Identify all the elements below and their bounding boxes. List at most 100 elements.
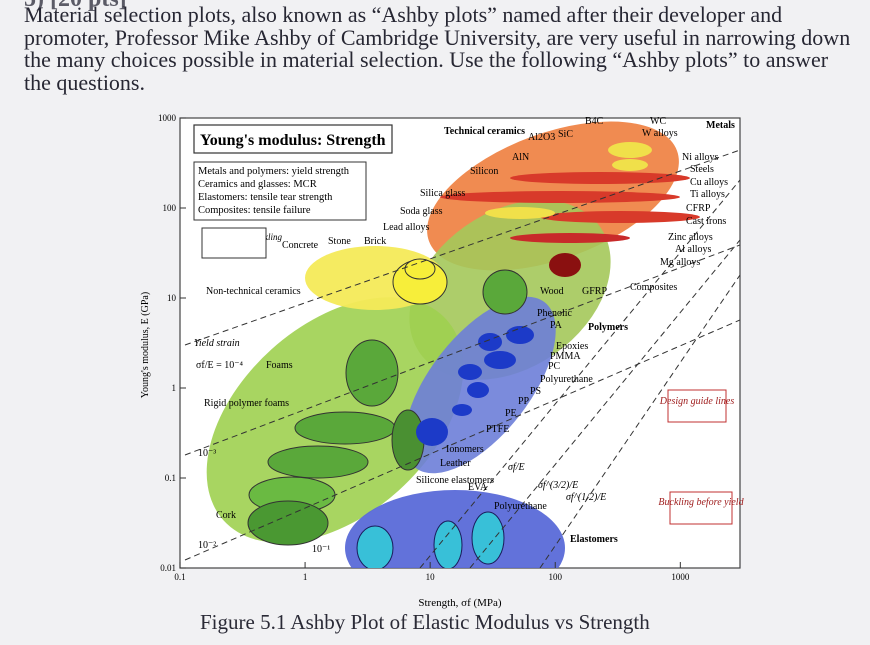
y-axis-label: Young's modulus, E (GPa): [140, 292, 151, 398]
y-tick-label: 100: [163, 203, 177, 213]
material-label: Cu alloys: [690, 177, 728, 188]
material-label: Leather: [440, 458, 471, 469]
material-label: SiC: [558, 129, 573, 140]
guide-line-label: σf^(3/2)/E: [538, 480, 578, 491]
polymer-bubble: [452, 404, 472, 416]
polymer-bubble: [478, 333, 502, 351]
elastomer-bubble: [471, 511, 505, 565]
legend-text: Metals and polymers: yield strength Ceram…: [198, 166, 350, 216]
material-label: PMMA: [550, 351, 581, 362]
x-tick-label: 1000: [671, 572, 690, 582]
metal-bubble: [510, 172, 690, 184]
polymer-bubble: [506, 326, 534, 344]
question-heading-fragment: 5) [20 pts]: [24, 0, 127, 13]
guide-line-label: σf/E: [508, 462, 525, 473]
foam-bubble: [345, 339, 399, 407]
polymer-bubble: [484, 351, 516, 369]
material-label: Zinc alloys: [668, 232, 713, 243]
material-label: Metals: [706, 120, 735, 131]
x-axis-label: Strength, σf (MPa): [418, 597, 502, 609]
material-label: Al2O3: [528, 132, 555, 143]
legend-line: Ceramics and glasses: MCR: [198, 179, 317, 190]
y-tick-label: 10: [167, 293, 177, 303]
material-label: Epoxies: [556, 341, 588, 352]
ceramic-bubble: [485, 207, 555, 219]
x-tick-label: 10: [426, 572, 436, 582]
y-tick-label: 0.01: [160, 563, 176, 573]
foam-bubble: [294, 411, 396, 445]
metal-bubble: [549, 253, 581, 277]
figure-caption: Figure 5.1 Ashby Plot of Elastic Modulus…: [200, 610, 650, 634]
elastomer-bubble: [433, 520, 463, 568]
chart-title: Young's modulus: Strength: [200, 132, 386, 149]
material-label: PS: [530, 386, 541, 397]
material-label: Soda glass: [400, 206, 443, 217]
material-label: PC: [548, 361, 561, 372]
material-label: Stone: [328, 236, 351, 247]
material-label: Polyurethane: [540, 374, 593, 385]
material-label: 10⁻¹: [312, 544, 330, 555]
material-label: EVA: [468, 482, 488, 493]
y-tick-label: 1000: [158, 113, 177, 123]
material-label: Lead alloys: [383, 222, 429, 233]
material-label: AlN: [512, 152, 529, 163]
material-label: Silicone elastomers: [416, 475, 494, 486]
legend-box: [193, 161, 367, 221]
question-intro-text: Material selection plots, also known as …: [24, 2, 851, 95]
material-label: Foams: [266, 360, 293, 371]
material-label: Wood: [540, 286, 564, 297]
buckling-note-box: [669, 491, 733, 525]
material-label: Phenolic: [537, 308, 573, 319]
material-label: Ionomers: [446, 444, 484, 455]
y-axis-ticks: 0.01 0.1 1 10 100 1000: [158, 113, 186, 573]
metal-bubble: [440, 191, 680, 203]
cork-bubble: [247, 500, 329, 546]
polymer-bubble: [416, 418, 448, 446]
foam-bubble: [267, 445, 369, 479]
buckling-note: Buckling before yield: [658, 497, 744, 508]
material-label: Technical ceramics: [444, 126, 525, 137]
legend-line: Elastomers: tensile tear strength: [198, 192, 333, 203]
design-guide-note: Design guide lines: [659, 396, 735, 407]
material-label: Polymers: [588, 322, 628, 333]
y-tick-label: 0.1: [165, 473, 176, 483]
material-label: Al alloys: [675, 244, 711, 255]
material-label: Ni alloys: [682, 152, 718, 163]
metal-bubble: [510, 233, 630, 243]
x-tick-label: 100: [548, 572, 562, 582]
material-label: Cork: [216, 510, 236, 521]
material-label: Composites: [630, 282, 677, 293]
guide-line-label: σf^(1/2)/E: [566, 492, 606, 503]
material-label: GFRP: [582, 286, 607, 297]
material-families: [206, 121, 700, 568]
wood-bubble: [482, 269, 528, 315]
material-label: PE: [505, 408, 517, 419]
material-label: Steels: [690, 164, 714, 175]
yield-before-buckling-box: [201, 227, 267, 259]
material-label: 10⁻²: [198, 540, 216, 551]
material-label: Ti alloys: [690, 189, 725, 200]
material-label: Brick: [364, 236, 386, 247]
design-guide-lines: [184, 149, 740, 568]
material-label: PA: [550, 320, 563, 331]
material-label: Mg alloys: [660, 257, 700, 268]
material-label: Elastomers: [570, 534, 618, 545]
metal-bubble: [540, 211, 700, 223]
material-label: σf/E = 10⁻⁴: [196, 360, 244, 371]
material-label: Silica glass: [420, 188, 465, 199]
material-label: Silicon: [470, 166, 498, 177]
legend-line: Metals and polymers: yield strength: [198, 166, 350, 177]
material-label: PTFE: [486, 424, 509, 435]
brick-bubble: [404, 258, 436, 280]
material-label: Non-technical ceramics: [206, 286, 301, 297]
ceramic-bubble: [608, 142, 652, 158]
material-label: B4C: [585, 116, 604, 127]
chart-title-box: [193, 124, 393, 154]
material-label: Concrete: [282, 240, 319, 251]
material-label: 10⁻³: [198, 448, 216, 459]
material-label: Yield strain: [194, 338, 240, 349]
material-label: WC: [650, 116, 666, 127]
x-tick-label: 1: [303, 572, 308, 582]
